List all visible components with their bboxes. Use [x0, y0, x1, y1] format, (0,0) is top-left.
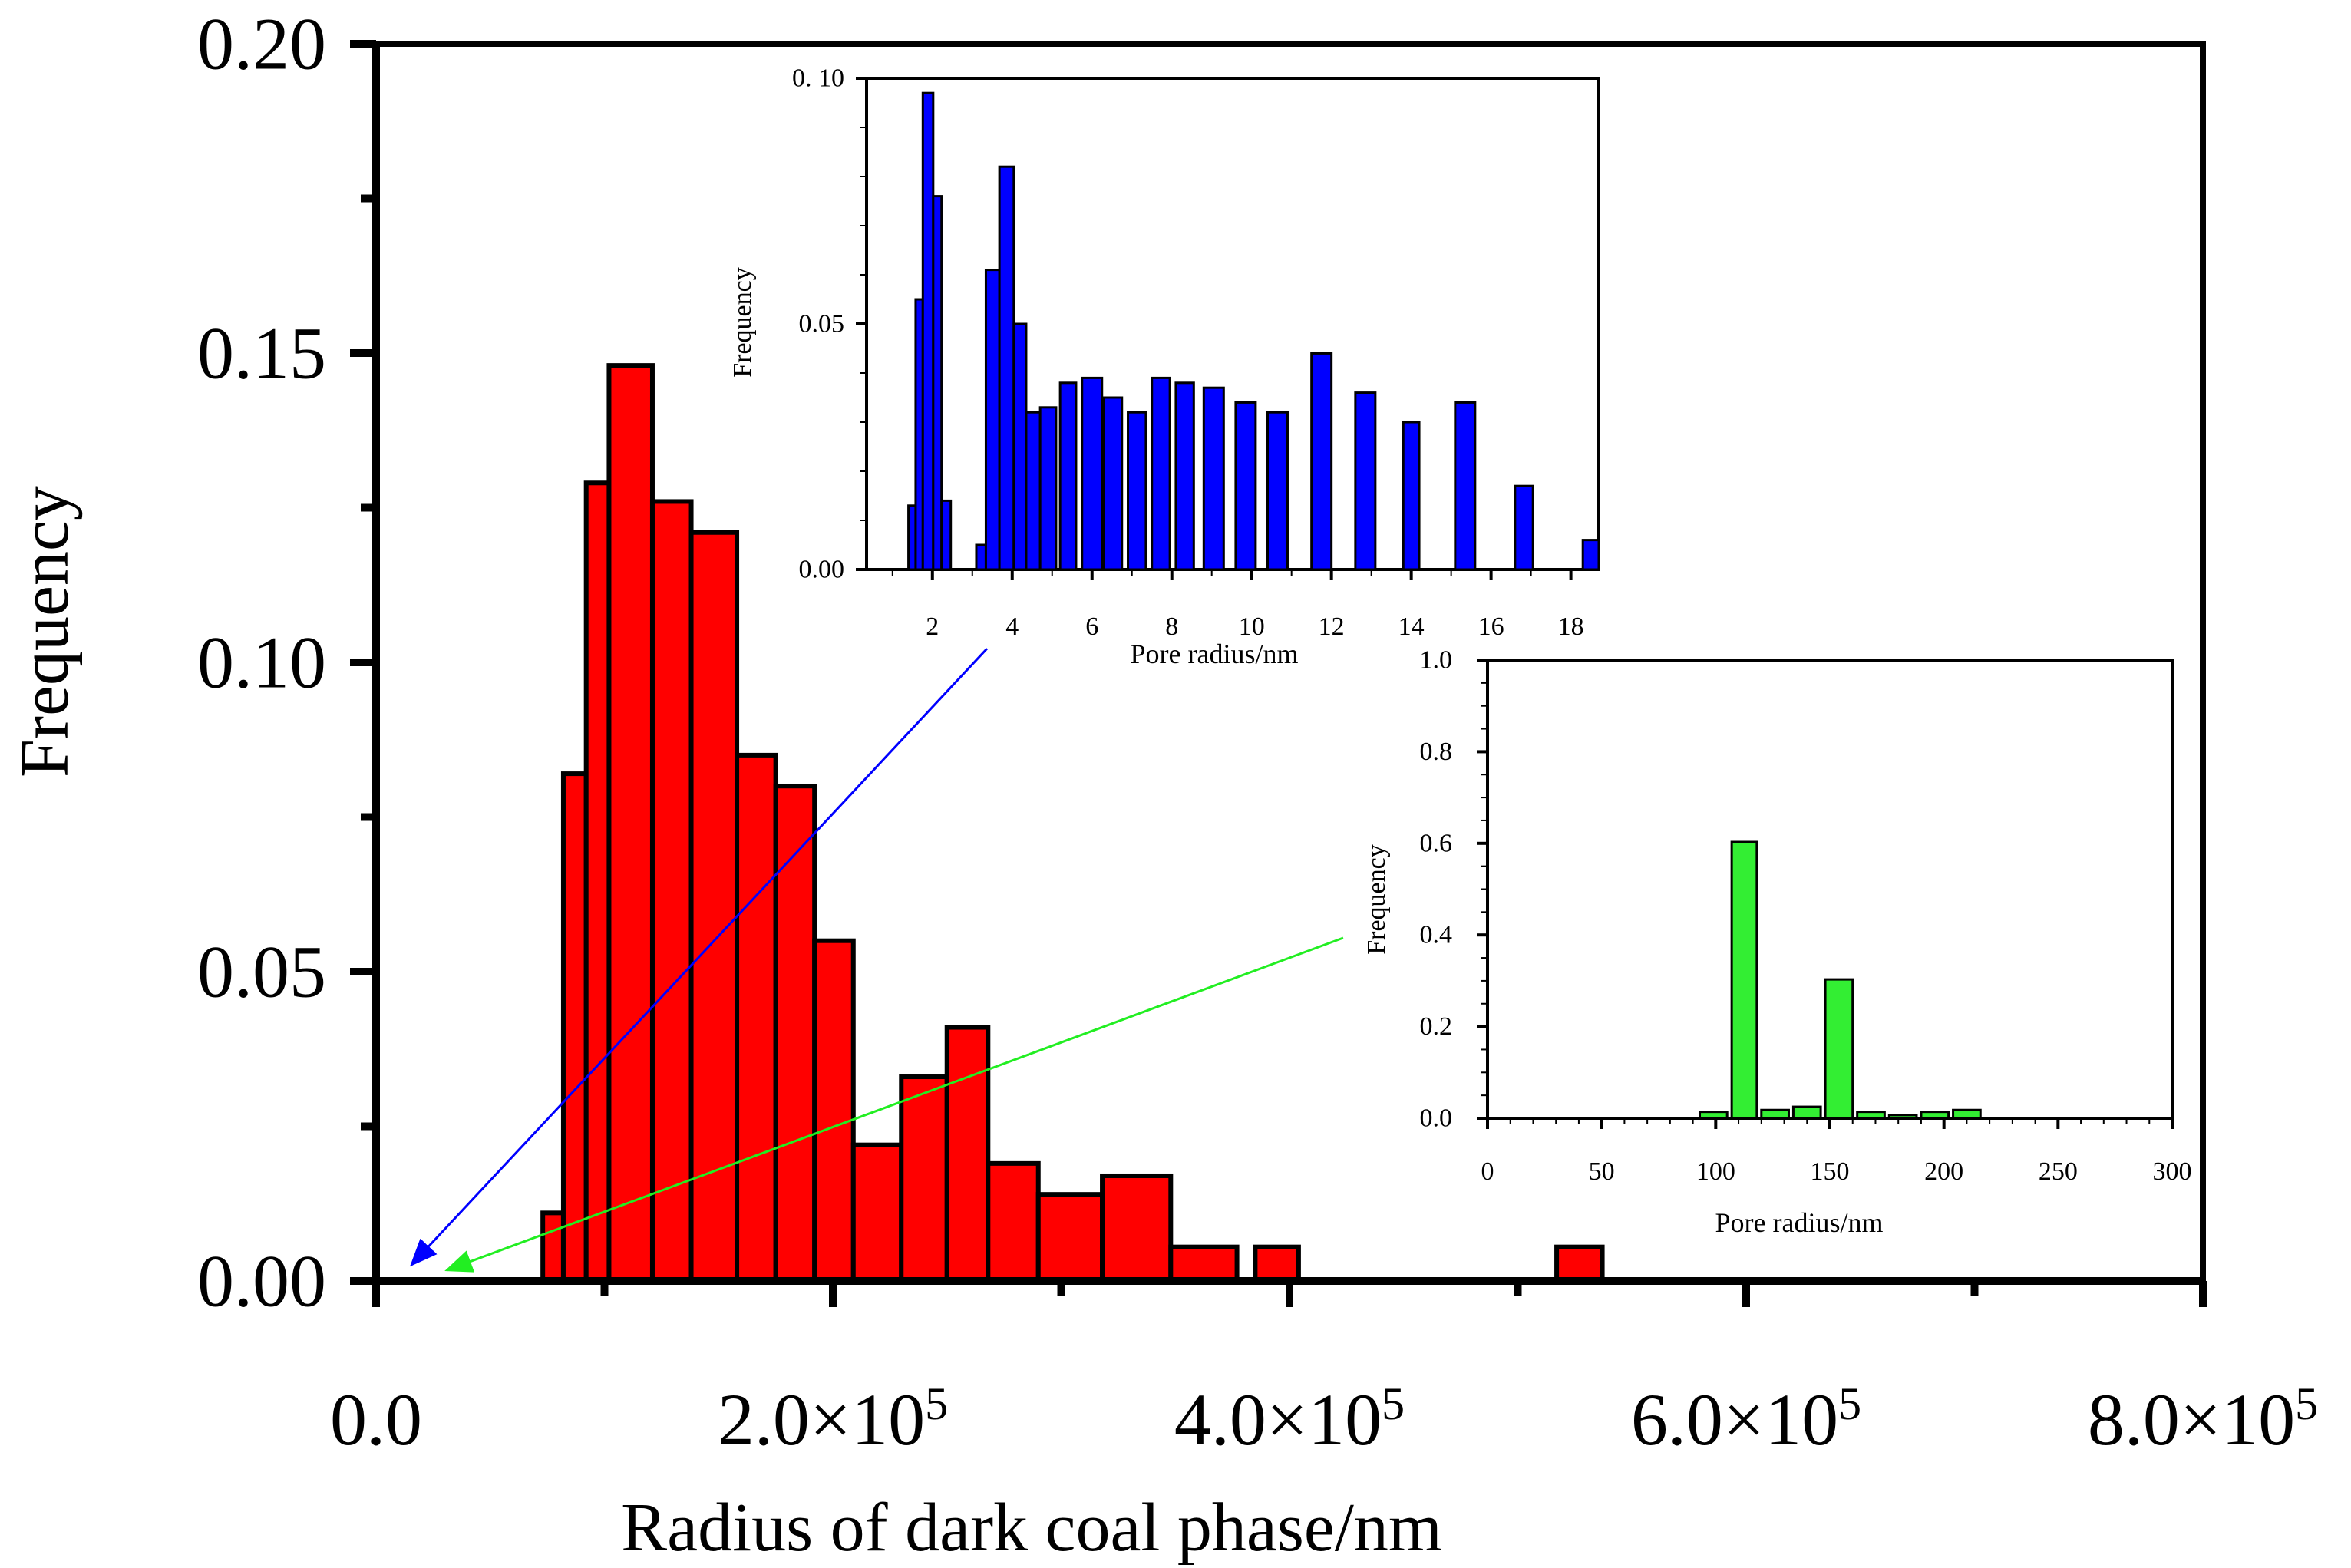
inset-meso-bar-0 [1699, 1111, 1729, 1120]
inset-meso-y-tick-label: 0.0 [1420, 1104, 1453, 1133]
main-x-tick-label: 2.0×105 [718, 1378, 948, 1461]
inset-nano-bar-9 [1025, 411, 1042, 571]
main-bar-16 [1253, 1244, 1301, 1284]
inset-meso-x-tick-label: 150 [1811, 1157, 1850, 1186]
inset-nano-bar-4 [940, 499, 953, 571]
inset-meso-y-axis-label: Frequency [1362, 844, 1391, 955]
inset-meso-bar-8 [1952, 1108, 1982, 1120]
main-y-tick-label: 0.05 [197, 931, 326, 1013]
inset-nano-bar-22 [1402, 421, 1421, 571]
inset-nano-bar-25 [1581, 539, 1600, 571]
main-bar-5 [688, 530, 740, 1283]
main-x-tick-label: 4.0×105 [1174, 1378, 1405, 1461]
inset-nano-x-tick-label: 4 [1005, 612, 1019, 641]
inset-nano-x-tick-label: 12 [1319, 612, 1345, 641]
inset-nano-x-tick-label: 6 [1085, 612, 1098, 641]
inset-mesopore-histogram: 0.0 0.2 0.4 0.6 0.8 1.0 0 50 100 150 200 250 300 Pore… [1362, 646, 2192, 1239]
inset-nano-bar-16 [1174, 381, 1195, 571]
inset-meso-x-tick-label: 300 [2153, 1157, 2192, 1186]
inset-meso-x-tick-label: 100 [1696, 1157, 1735, 1186]
inset-nano-bar-20 [1310, 352, 1333, 571]
inset-meso-y-tick-label: 0.2 [1420, 1012, 1453, 1041]
main-bar-2 [583, 480, 612, 1283]
main-bar-4 [649, 499, 694, 1283]
inset-meso-bar-6 [1887, 1114, 1918, 1120]
main-bar-3 [606, 363, 655, 1283]
inset-nano-bar-18 [1234, 401, 1257, 571]
main-y-tick-label: 0.20 [197, 3, 326, 85]
inset-nano-bar-19 [1266, 411, 1289, 571]
inset-meso-x-tick-label: 200 [1924, 1157, 1963, 1186]
main-x-tick-label: 0.0 [330, 1378, 422, 1461]
inset-nano-bar-15 [1151, 376, 1171, 571]
inset-nano-bar-11 [1058, 381, 1078, 571]
inset-meso-x-tick-label: 50 [1589, 1157, 1615, 1186]
main-bar-12 [986, 1160, 1041, 1283]
inset-nano-x-axis-label: Pore radius/nm [1131, 639, 1299, 669]
green-pointer-arrow [444, 936, 1344, 1273]
inset-nano-y-axis-label: Frequency [728, 267, 757, 378]
inset-meso-y-tick-label: 1.0 [1420, 646, 1453, 675]
inset-meso-bar-2 [1760, 1108, 1790, 1120]
inset-nano-bar-8 [1012, 322, 1028, 571]
blue-pointer-arrow [409, 647, 989, 1267]
inset-nano-x-tick-label: 8 [1165, 612, 1178, 641]
inset-nano-plot-frame [865, 77, 1600, 571]
main-y-tick-label: 0.10 [197, 622, 326, 704]
main-bar-11 [944, 1025, 991, 1284]
inset-meso-x-tick-label: 250 [2039, 1157, 2078, 1186]
main-bar-6 [735, 752, 778, 1283]
main-bar-1 [560, 771, 589, 1283]
inset-meso-x-tick-label: 0 [1481, 1157, 1494, 1186]
inset-nanopore-histogram: 0.00 0.05 0. 10 2 4 6 8 10 12 14 16 18 Pore radius/n… [728, 64, 1600, 669]
inset-nano-bar-21 [1354, 391, 1377, 571]
main-y-tick-label: 0.00 [197, 1240, 326, 1322]
inset-meso-bar-3 [1791, 1105, 1822, 1120]
inset-meso-y-tick-label: 0.8 [1420, 738, 1453, 766]
inset-nano-bar-17 [1202, 386, 1225, 571]
inset-nano-x-tick-label: 16 [1478, 612, 1504, 641]
inset-nano-bar-23 [1454, 401, 1477, 571]
main-x-tick-label: 8.0×105 [2088, 1378, 2318, 1461]
main-bar-0 [540, 1210, 566, 1283]
inset-nano-bar-7 [998, 165, 1015, 571]
inset-nano-bar-24 [1514, 484, 1534, 571]
inset-nano-bar-14 [1127, 411, 1147, 571]
inset-nano-bar-2 [921, 91, 935, 571]
main-bar-15 [1168, 1244, 1240, 1284]
inset-meso-y-tick-label: 0.6 [1420, 829, 1453, 857]
inset-nano-bar-6 [984, 269, 1001, 571]
inset-nano-x-tick-label: 2 [926, 612, 939, 641]
main-bar-7 [773, 784, 817, 1283]
inset-meso-bar-4 [1824, 978, 1854, 1120]
inset-meso-x-axis-label: Pore radius/nm [1715, 1207, 1884, 1238]
main-bar-10 [899, 1074, 949, 1284]
inset-meso-bar-1 [1730, 840, 1758, 1120]
main-bar-13 [1035, 1192, 1105, 1284]
inset-nano-x-tick-label: 10 [1239, 612, 1265, 641]
main-x-axis-label: Radius of dark coal phase/nm [621, 1490, 1442, 1566]
inset-nano-y-tick-label: 0.05 [799, 310, 845, 338]
inset-nano-bar-5 [975, 543, 987, 571]
main-bar-14 [1100, 1173, 1174, 1283]
inset-meso-bar-7 [1920, 1111, 1950, 1120]
inset-nano-y-tick-label: 0. 10 [792, 64, 844, 93]
inset-nano-bar-13 [1102, 396, 1124, 571]
inset-nano-bar-10 [1038, 406, 1058, 571]
main-histogram: 0.000.050.100.150.200.0 2.0×105 4.0×105 6.0… [7, 3, 2318, 1566]
main-y-tick-label: 0.15 [197, 312, 326, 394]
main-y-axis-label: Frequency [7, 486, 83, 777]
inset-nano-bar-12 [1081, 376, 1104, 571]
inset-nano-x-tick-label: 14 [1398, 612, 1425, 641]
inset-nano-y-tick-label: 0.00 [799, 556, 845, 584]
inset-meso-y-tick-label: 0.4 [1420, 921, 1453, 949]
inset-nano-x-tick-label: 18 [1558, 612, 1584, 641]
main-bar-8 [812, 938, 856, 1283]
inset-meso-bar-5 [1856, 1111, 1886, 1120]
main-x-tick-label: 6.0×105 [1631, 1378, 1861, 1461]
inset-nano-bar-3 [932, 195, 943, 571]
main-bar-9 [850, 1142, 904, 1284]
main-bar-17 [1554, 1244, 1605, 1284]
